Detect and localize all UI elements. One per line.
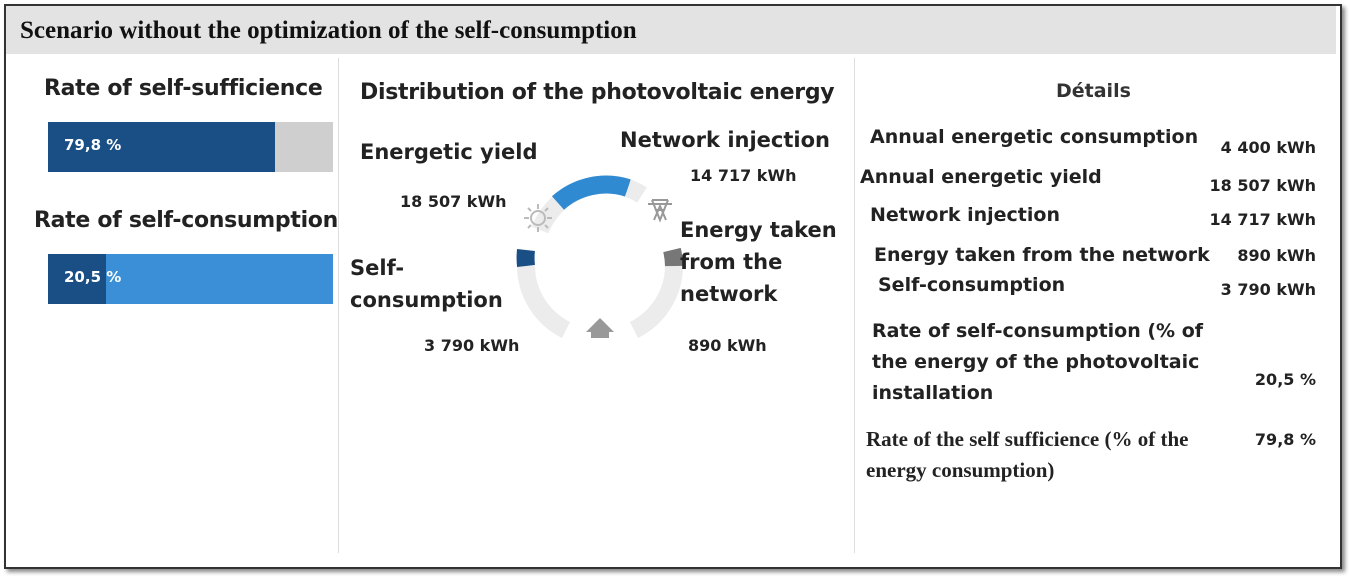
item-value: 18 507 kWh: [400, 192, 507, 211]
donut-arc: [624, 179, 647, 203]
detail-value: 20,5 %: [1254, 370, 1316, 389]
item-label: Energy taken from the network: [680, 218, 837, 306]
bar-title: Rate of self-sufficience: [44, 76, 323, 101]
detail-value: 14 717 kWh: [1209, 210, 1316, 229]
detail-value: 18 507 kWh: [1209, 176, 1316, 195]
detail-value: 3 790 kWh: [1220, 280, 1316, 299]
item-value: 14 717 kWh: [690, 166, 797, 185]
item-value: 3 790 kWh: [424, 336, 520, 355]
donut-arc: [517, 265, 571, 338]
detail-label: Network injection: [870, 204, 1060, 226]
pylon-icon: [648, 199, 672, 223]
details-panel: Détails Annual energetic consumption 4 40…: [856, 58, 1340, 553]
progress-fill: [48, 122, 276, 172]
bar-title: Rate of self-consumption: [34, 208, 338, 233]
detail-value: 890 kWh: [1237, 246, 1316, 265]
donut-arc: [663, 247, 683, 267]
middle-panel: Distribution of the photovoltaic energy …: [340, 58, 855, 553]
detail-label: Annual energetic yield: [860, 166, 1102, 188]
progress-bar: 79,8 %: [48, 122, 333, 172]
detail-label: Rate of self-consumption (% of the energ…: [872, 320, 1204, 404]
progress-fill: [48, 254, 107, 304]
detail-label: Rate of the self sufficience (% of the e…: [866, 427, 1189, 482]
item-label: Network injection: [620, 128, 830, 152]
energy-donut: [516, 175, 683, 338]
donut-arc: [551, 175, 631, 210]
details-title: Détails: [1056, 80, 1131, 102]
detail-value: 4 400 kWh: [1220, 138, 1316, 157]
detail-value: 79,8 %: [1254, 430, 1316, 449]
bar-label: 79,8 %: [64, 136, 122, 154]
detail-label: Annual energetic consumption: [870, 126, 1199, 148]
window: Scenario without the optimization of the…: [4, 4, 1342, 569]
left-panel: Rate of self-sufficience 79,8 % Rate of …: [20, 58, 339, 553]
sun-icon: [524, 204, 552, 232]
house-icon: [586, 318, 614, 338]
donut-arc: [629, 265, 683, 338]
detail-label: Self-consumption: [878, 274, 1066, 296]
detail-label: Energy taken from the network: [874, 244, 1210, 266]
item-label: Energetic yield: [360, 140, 538, 164]
item-label: Self-consumption: [350, 256, 503, 312]
bar-label: 20,5 %: [64, 268, 122, 286]
title-bar: Scenario without the optimization of the…: [6, 6, 1336, 54]
progress-bar: 20,5 %: [48, 254, 333, 304]
section-title: Distribution of the photovoltaic energy: [360, 80, 835, 105]
item-value: 890 kWh: [688, 336, 767, 355]
